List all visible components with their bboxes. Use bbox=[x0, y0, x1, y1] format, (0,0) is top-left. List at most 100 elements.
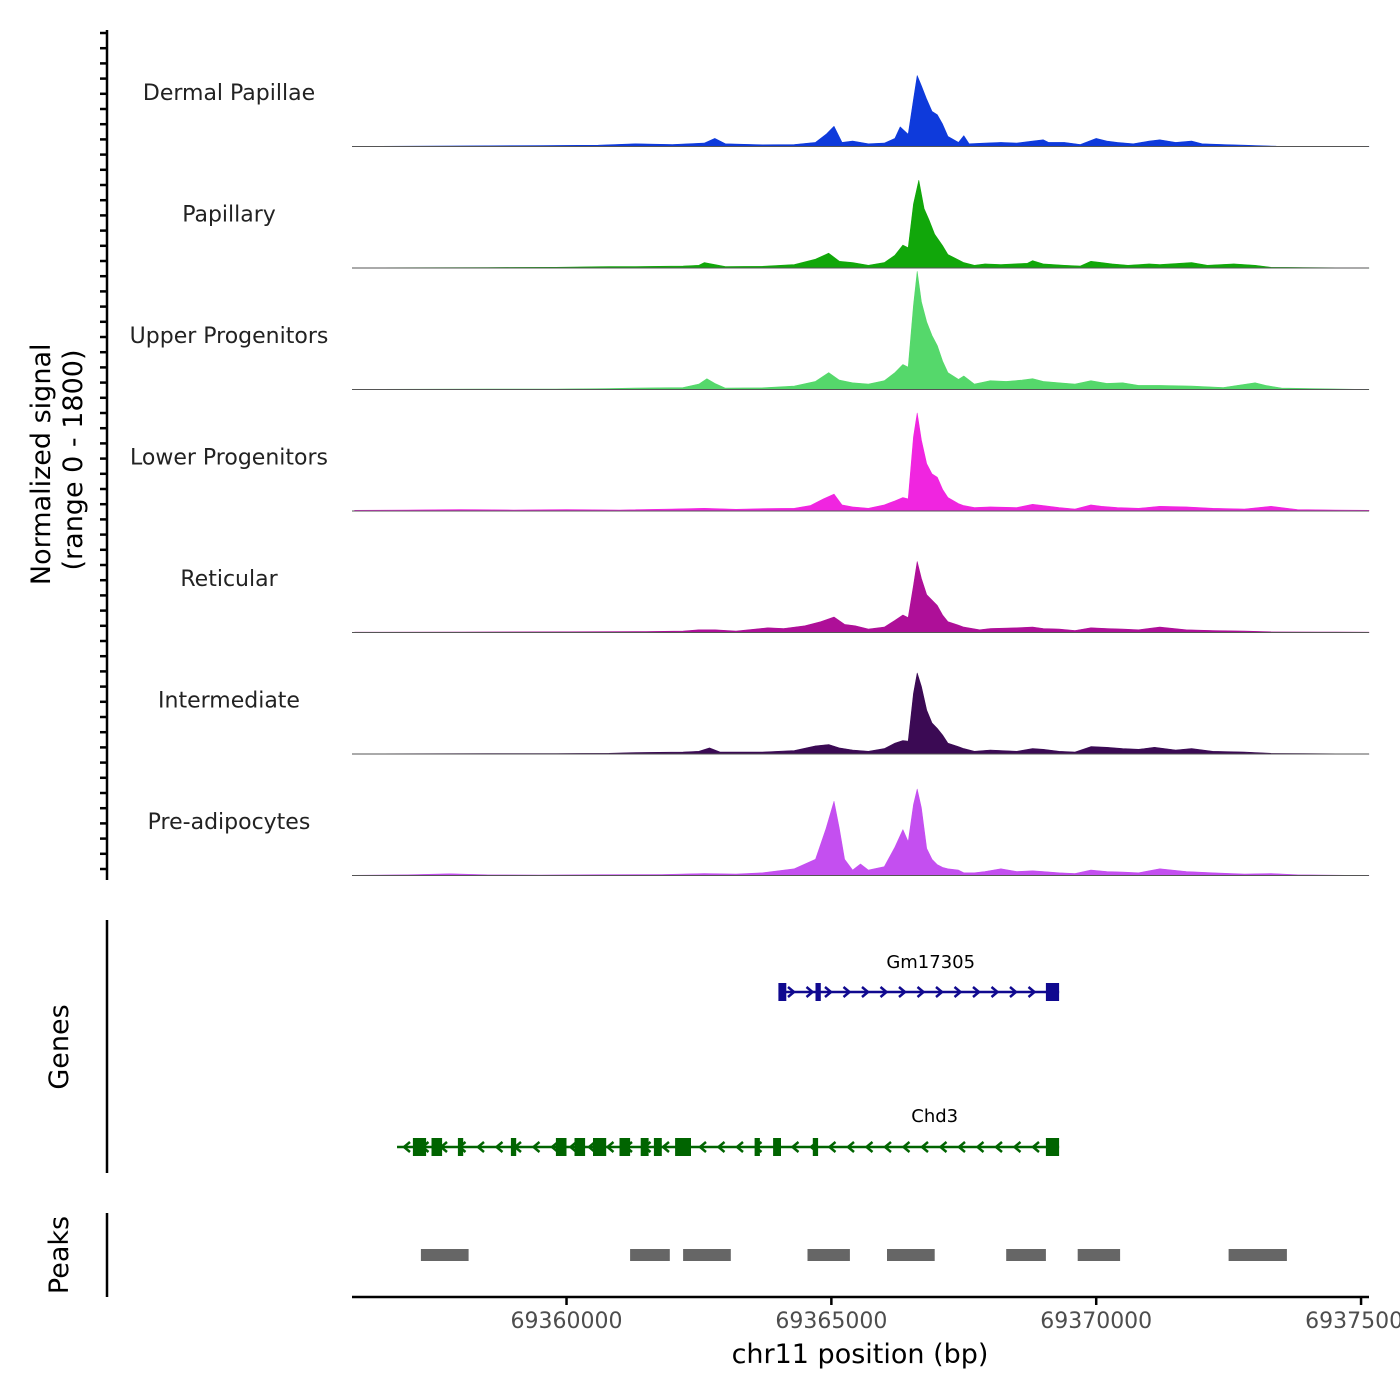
exon bbox=[812, 1138, 819, 1156]
signal-y-axis-title: Normalized signal (range 0 - 1800) bbox=[26, 335, 89, 585]
track-dermal-papillae: Dermal Papillae bbox=[143, 75, 1370, 147]
strand-arrow bbox=[790, 1141, 800, 1153]
x-tick-label: 69370000 bbox=[1040, 1309, 1152, 1334]
track-upper-progenitors: Upper Progenitors bbox=[130, 271, 1370, 390]
track-label: Dermal Papillae bbox=[143, 81, 315, 106]
strand-arrow bbox=[1012, 1141, 1022, 1153]
strand-arrow bbox=[476, 1141, 485, 1153]
strand-arrow bbox=[661, 1141, 670, 1153]
strand-arrow bbox=[935, 986, 944, 998]
exon bbox=[510, 1138, 517, 1156]
strand-arrow bbox=[898, 986, 907, 998]
signal-y-axis-ticks bbox=[100, 31, 107, 871]
x-tick-label: 69360000 bbox=[511, 1309, 623, 1334]
strand-arrow bbox=[879, 986, 889, 998]
strand-arrow bbox=[861, 986, 870, 998]
track-intermediate: Intermediate bbox=[158, 672, 1370, 755]
strand-arrow bbox=[920, 1141, 929, 1153]
track-pre-adipocytes: Pre-adipocytes bbox=[148, 788, 1370, 876]
exon bbox=[675, 1138, 691, 1156]
peak bbox=[887, 1249, 935, 1261]
strand-arrow bbox=[883, 1141, 892, 1153]
track-lower-progenitors: Lower Progenitors bbox=[130, 412, 1370, 512]
genes-axis-title: Genes bbox=[44, 1004, 75, 1089]
x-tick-label: 69375000 bbox=[1305, 1309, 1400, 1334]
strand-arrow bbox=[864, 1141, 874, 1153]
strand-arrow bbox=[842, 986, 852, 998]
strand-arrow bbox=[846, 1141, 855, 1153]
strand-arrow bbox=[938, 1141, 948, 1153]
peak bbox=[1006, 1249, 1046, 1261]
exon bbox=[574, 1138, 586, 1156]
peak bbox=[630, 1249, 670, 1261]
peak bbox=[1077, 1249, 1121, 1261]
signal-area bbox=[354, 180, 1370, 269]
x-axis-ticks: 69360000 69365000 69370000 69375000 bbox=[511, 1297, 1400, 1334]
strand-arrow bbox=[805, 986, 815, 998]
signal-area bbox=[354, 271, 1370, 390]
track-label: Pre-adipocytes bbox=[148, 810, 311, 835]
coverage-tracks: Dermal Papillae Papillary Upper Progenitor… bbox=[130, 75, 1370, 876]
strand-arrow bbox=[494, 1141, 504, 1153]
exon bbox=[653, 1138, 662, 1156]
exon bbox=[773, 1138, 781, 1156]
exon bbox=[778, 983, 787, 1001]
strand-arrow bbox=[1009, 986, 1018, 998]
exon bbox=[1045, 1138, 1060, 1156]
track-reticular: Reticular bbox=[180, 561, 1370, 633]
track-label: Lower Progenitors bbox=[130, 446, 328, 471]
exon bbox=[412, 1138, 427, 1156]
exon bbox=[640, 1138, 649, 1156]
exon bbox=[431, 1138, 443, 1156]
track-label: Reticular bbox=[180, 567, 278, 592]
peak-regions bbox=[420, 1249, 1287, 1261]
exon bbox=[619, 1138, 631, 1156]
exon bbox=[1045, 983, 1060, 1001]
x-axis-title: chr11 position (bp) bbox=[732, 1339, 989, 1370]
strand-arrow bbox=[957, 1141, 966, 1153]
track-label: Intermediate bbox=[158, 689, 300, 714]
peaks-axis-title: Peaks bbox=[44, 1216, 75, 1294]
track-label: Papillary bbox=[182, 203, 276, 228]
strand-arrow bbox=[531, 1141, 541, 1153]
track-papillary: Papillary bbox=[182, 180, 1370, 269]
strand-arrow bbox=[824, 986, 833, 998]
signal-area bbox=[354, 672, 1370, 755]
strand-arrow bbox=[1031, 1141, 1040, 1153]
exon bbox=[555, 1138, 567, 1156]
signal-area bbox=[354, 561, 1370, 633]
strand-arrow bbox=[605, 1141, 615, 1153]
gene-chd3: Chd3 bbox=[397, 1106, 1060, 1156]
strand-arrow bbox=[916, 986, 926, 998]
strand-arrow bbox=[990, 986, 1000, 998]
strand-arrow bbox=[975, 1141, 985, 1153]
signal-area bbox=[354, 412, 1370, 512]
strand-arrow bbox=[402, 1141, 411, 1153]
peak bbox=[683, 1249, 731, 1261]
strand-arrow bbox=[827, 1141, 837, 1153]
strand-arrow bbox=[994, 1141, 1003, 1153]
gene-annotations: Gm17305 Chd3 bbox=[397, 952, 1060, 1156]
x-tick-label: 69365000 bbox=[775, 1309, 887, 1334]
signal-area bbox=[354, 788, 1370, 876]
exon bbox=[815, 983, 821, 1001]
strand-arrow bbox=[735, 1141, 744, 1153]
exon bbox=[457, 1138, 464, 1156]
signal-area bbox=[354, 75, 1370, 147]
peak bbox=[420, 1249, 469, 1261]
exon bbox=[593, 1138, 607, 1156]
strand-arrow bbox=[787, 986, 796, 998]
strand-arrow bbox=[972, 986, 981, 998]
strand-arrow bbox=[901, 1141, 911, 1153]
strand-arrow bbox=[716, 1141, 726, 1153]
strand-arrow bbox=[698, 1141, 707, 1153]
peak bbox=[807, 1249, 850, 1261]
gene-name: Chd3 bbox=[911, 1106, 958, 1127]
gene-name: Gm17305 bbox=[886, 952, 975, 973]
gene-gm17305: Gm17305 bbox=[778, 952, 1060, 1001]
peak bbox=[1228, 1249, 1287, 1261]
strand-arrow bbox=[1027, 986, 1037, 998]
exon bbox=[754, 1138, 760, 1156]
track-label: Upper Progenitors bbox=[130, 324, 329, 349]
